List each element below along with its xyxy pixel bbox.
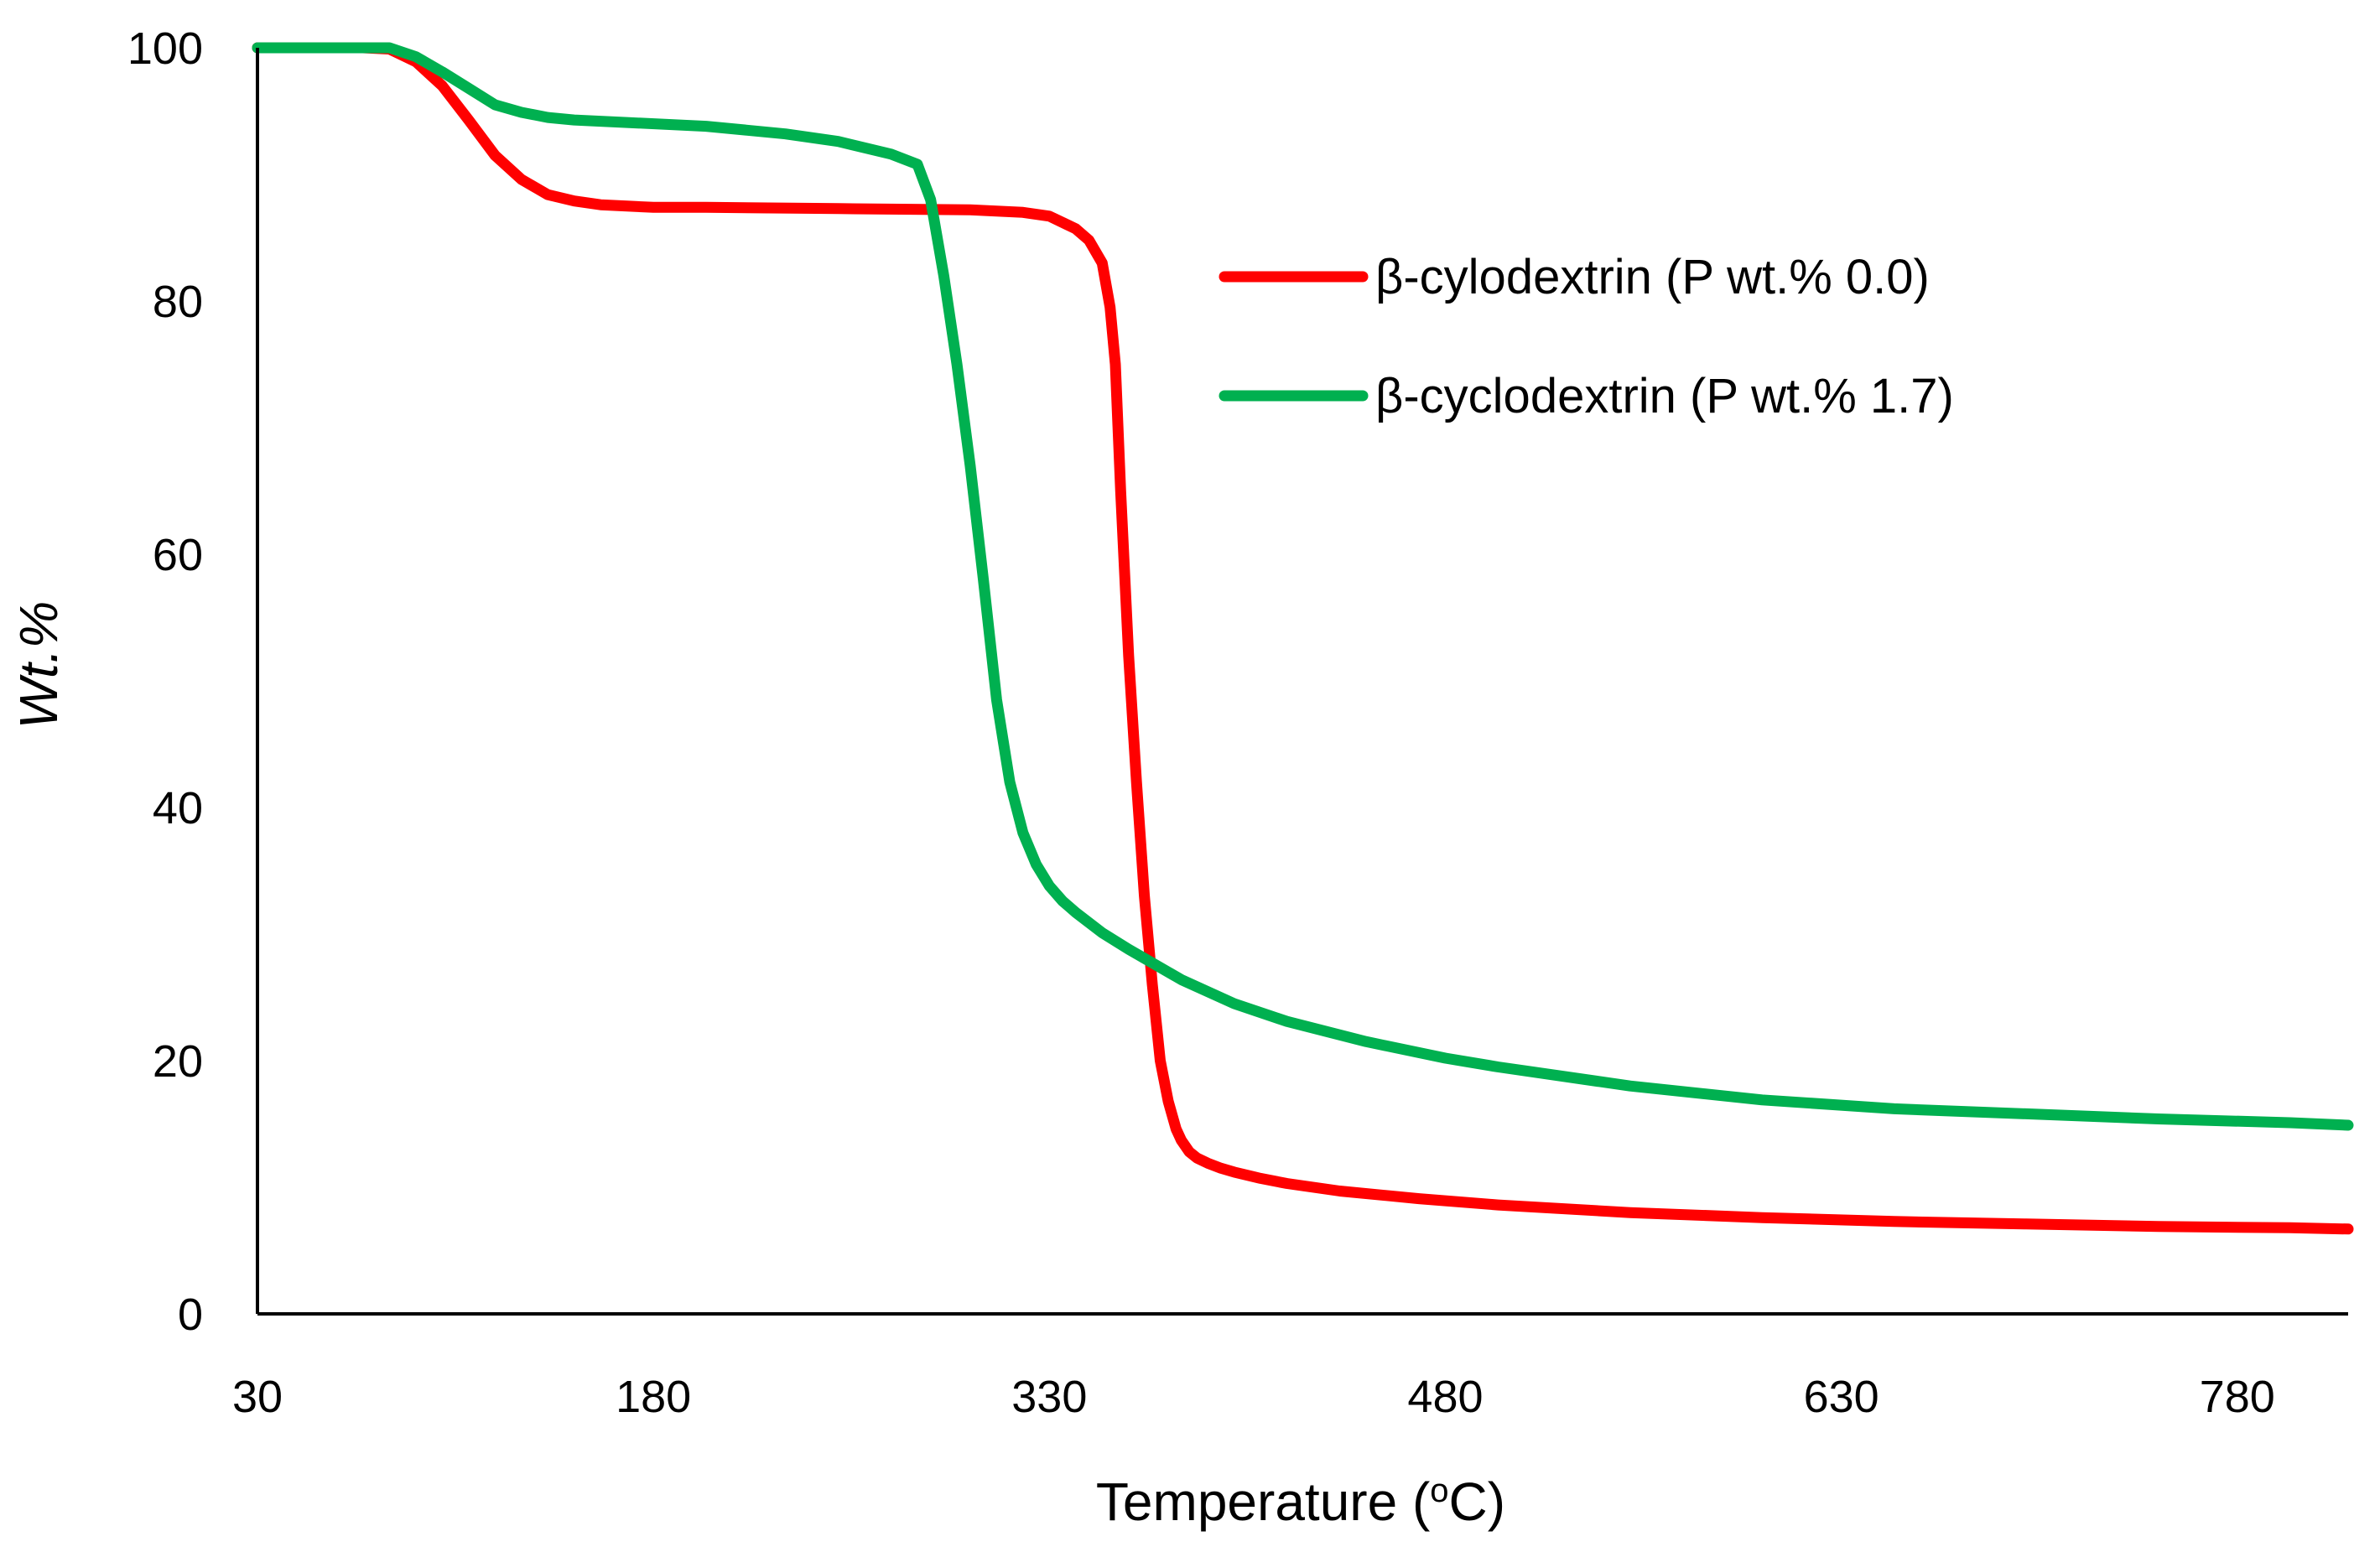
series-line-1	[252, 42, 2354, 1131]
x-axis-title-main: Temperature (	[1096, 1472, 1430, 1532]
x-tick-label-180: 180	[616, 1372, 691, 1422]
legend-label-series-0: β-cylodextrin (P wt.% 0.0)	[1375, 250, 1930, 304]
x-axis-title-superscript: o	[1430, 1472, 1448, 1509]
legend: β-cylodextrin (P wt.% 0.0) β-cyclodextri…	[1219, 250, 1954, 423]
series-layer	[252, 42, 2354, 1235]
x-tick-labels: 30 180 330 480 630 780	[232, 1372, 2275, 1422]
y-tick-label-0: 0	[178, 1290, 203, 1340]
legend-label-series-1: β-cyclodextrin (P wt.% 1.7)	[1375, 369, 1954, 423]
y-tick-label-20: 20	[153, 1036, 203, 1087]
y-tick-label-80: 80	[153, 277, 203, 327]
y-tick-label-100: 100	[127, 23, 203, 74]
series-line-0	[252, 42, 2354, 1235]
x-tick-label-630: 630	[1804, 1372, 1879, 1422]
axes	[256, 48, 2348, 1316]
x-tick-label-330: 330	[1011, 1372, 1087, 1422]
x-axis-title: Temperature (oC)	[1096, 1472, 1505, 1532]
y-axis-title: Wt.%	[8, 601, 69, 729]
y-tick-labels: 0 20 40 60 80 100	[127, 23, 203, 1340]
x-tick-label-480: 480	[1407, 1372, 1483, 1422]
y-tick-label-60: 60	[153, 530, 203, 580]
y-tick-label-40: 40	[153, 783, 203, 833]
x-tick-label-30: 30	[232, 1372, 283, 1422]
x-axis-title-end: C)	[1449, 1472, 1506, 1532]
x-tick-label-780: 780	[2200, 1372, 2275, 1422]
